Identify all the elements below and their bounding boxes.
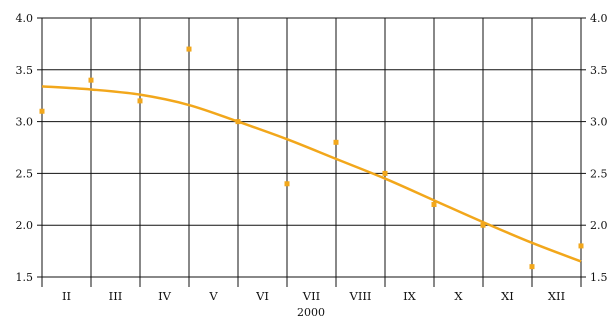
x-tick-label: XII (548, 289, 565, 303)
y-tick-label-right: 1.5 (590, 271, 608, 284)
y-ticks: 1.5 1.5 2.0 2.0 2.5 2.5 3.0 3.0 3.5 3.5 4.0 4.0 (16, 12, 608, 284)
y-tick-label-left: 2.0 (16, 219, 34, 232)
y-tick-label-left: 3.5 (16, 64, 34, 77)
data-point (382, 170, 388, 176)
data-point (333, 139, 339, 145)
trend-line (41, 85, 582, 263)
x-tick-label: IX (403, 289, 417, 303)
plot-frame (41, 17, 582, 278)
x-tick-label: II (62, 289, 71, 303)
plot-area: 1.5 1.52.0 2.02.5 2.53.0 3.03.5 3.54.0 4.0 II I… (16, 12, 608, 303)
data-point (137, 98, 143, 104)
data-point (186, 46, 192, 52)
y-tick-label-right: 2.0 (590, 219, 608, 232)
x-ticks: II III IV V VI VII VIII IX X XI XII (41, 277, 582, 303)
y-tick-label-right: 4.0 (590, 12, 608, 25)
x-tick-label: III (109, 289, 123, 303)
data-point (39, 108, 45, 114)
y-tick-label-right: 3.0 (590, 116, 608, 129)
y-tick-label-right: 2.5 (590, 167, 608, 180)
data-point (480, 222, 486, 228)
y-tick-label-left: 4.0 (16, 12, 34, 25)
data-point (578, 243, 584, 249)
data-point (529, 264, 535, 270)
x-tick-label: X (454, 289, 463, 303)
grid (42, 18, 582, 277)
x-axis-title: 2000 (297, 306, 325, 319)
x-tick-label: XI (501, 289, 514, 303)
trend-series (41, 85, 582, 263)
scatter-series (39, 46, 584, 270)
data-point (431, 201, 437, 207)
y-tick-label-left: 3.0 (16, 116, 34, 129)
data-point (284, 181, 290, 187)
x-tick-label: VIII (349, 289, 372, 303)
y-tick-label-right: 3.5 (590, 64, 608, 77)
x-tick-label: IV (158, 289, 172, 303)
y-tick-label-left: 1.5 (16, 271, 34, 284)
y-tick-label-left: 2.5 (16, 167, 34, 180)
x-tick-label: VI (255, 289, 269, 303)
x-tick-label: VII (302, 289, 320, 303)
data-point (88, 77, 94, 83)
x-tick-label: V (208, 289, 218, 303)
data-point (235, 119, 241, 125)
